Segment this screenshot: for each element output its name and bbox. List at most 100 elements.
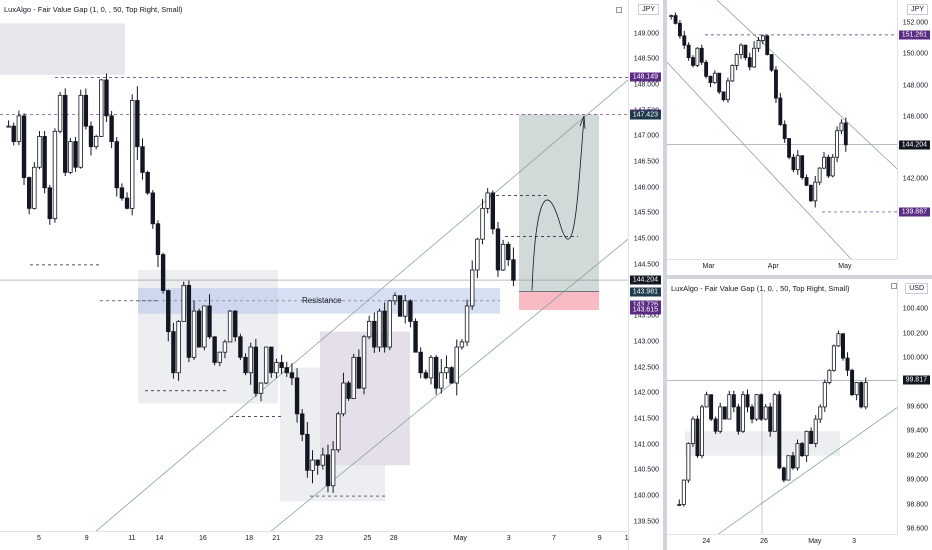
time-tick-label: 28 bbox=[389, 535, 398, 542]
candle-body bbox=[495, 228, 501, 271]
candle-body bbox=[786, 455, 791, 481]
candle-body bbox=[822, 156, 826, 169]
bottom-right-currency-label[interactable]: USD bbox=[905, 283, 928, 294]
main-time-axis[interactable]: 5 9 11 14 16 18 21 23 25 28 May 3 7 9 1 bbox=[0, 531, 629, 550]
price-tick-label: 142.000 bbox=[902, 175, 928, 183]
candle-body bbox=[57, 94, 63, 132]
candle-body bbox=[790, 455, 795, 469]
candle-body bbox=[68, 141, 73, 173]
candle-body bbox=[686, 44, 691, 59]
bottom-right-time-axis[interactable]: 24 26 May 3 bbox=[667, 534, 898, 550]
candle-body bbox=[459, 341, 465, 348]
candle-body bbox=[217, 351, 222, 363]
price-tag: 99.817 bbox=[902, 375, 930, 385]
top-right-plot-area[interactable] bbox=[667, 0, 898, 260]
candle-body bbox=[673, 15, 678, 24]
main-price-axis[interactable]: JPY 149.000148.500148.000147.500147.0001… bbox=[628, 0, 663, 550]
main-indicator-toggle[interactable] bbox=[616, 7, 622, 13]
candle-body bbox=[300, 413, 305, 435]
candle-body bbox=[854, 382, 859, 396]
price-tick-label: 148.000 bbox=[633, 81, 659, 89]
candle-body bbox=[754, 394, 759, 420]
time-tick-label: 24 bbox=[702, 538, 711, 545]
price-tick-label: 149.000 bbox=[633, 30, 659, 38]
candle-body bbox=[336, 413, 341, 451]
candle-body bbox=[37, 136, 42, 168]
candle-body bbox=[740, 394, 745, 432]
price-tick-label: 139.500 bbox=[633, 518, 659, 526]
candle-body bbox=[772, 394, 777, 432]
candle-body bbox=[32, 166, 37, 209]
price-tick-label: 145.000 bbox=[633, 235, 659, 243]
price-tick-label: 142.500 bbox=[633, 364, 659, 372]
candle-body bbox=[305, 433, 310, 471]
candle-body bbox=[227, 310, 233, 343]
bottom-right-chart-panel[interactable]: LuxAlgo - Fair Value Gap (1, 0, , 50, To… bbox=[667, 279, 932, 550]
main-chart-panel[interactable]: LuxAlgo - Fair Value Gap (1, 0, , 50, To… bbox=[0, 0, 663, 550]
candle-body bbox=[377, 310, 382, 348]
candle-body bbox=[843, 122, 848, 146]
price-tick-label: 144.500 bbox=[633, 261, 659, 269]
top-right-time-axis[interactable]: Mar Apr May bbox=[667, 259, 898, 275]
price-tick-label: 140.500 bbox=[633, 466, 659, 474]
candle-body bbox=[63, 94, 68, 173]
price-tag: 143.615 bbox=[629, 305, 661, 315]
candle-body bbox=[145, 171, 150, 194]
candle-body bbox=[320, 454, 326, 466]
price-tick-label: 146.500 bbox=[633, 158, 659, 166]
main-currency-label[interactable]: JPY bbox=[638, 4, 659, 15]
candle-body bbox=[750, 406, 755, 420]
candle-body bbox=[818, 406, 823, 420]
top-right-price-axis[interactable]: JPY 152.000150.000148.000146.000144.0001… bbox=[897, 0, 932, 275]
candle-body bbox=[863, 382, 868, 408]
time-tick-label: 21 bbox=[272, 535, 281, 542]
time-tick-label: 7 bbox=[551, 535, 556, 542]
candle-body bbox=[791, 156, 796, 171]
time-tick-label: 9 bbox=[84, 535, 89, 542]
time-tick-label: 14 bbox=[155, 535, 164, 542]
candle-body bbox=[717, 72, 722, 93]
candle-body bbox=[325, 454, 331, 487]
candle-body bbox=[511, 259, 516, 281]
price-tick-label: 98.800 bbox=[906, 501, 928, 508]
price-tag: 151.261 bbox=[898, 30, 930, 40]
candle-body bbox=[490, 192, 496, 230]
main-plot-area[interactable] bbox=[0, 0, 628, 532]
candle-body bbox=[366, 320, 372, 338]
bottom-right-price-axis[interactable]: USD 100.400100.200100.00099.80099.60099.… bbox=[897, 279, 932, 550]
time-tick-label: 3 bbox=[506, 535, 511, 542]
candle-body bbox=[248, 346, 253, 374]
top-right-currency-label[interactable]: JPY bbox=[907, 4, 928, 15]
candle-body bbox=[181, 285, 186, 322]
time-tick-label: 5 bbox=[36, 535, 41, 542]
price-tick-label: 100.400 bbox=[902, 305, 928, 313]
candle-body bbox=[269, 346, 274, 374]
candle-body bbox=[800, 443, 805, 457]
candle-body bbox=[109, 115, 114, 142]
candle-body bbox=[721, 91, 726, 101]
panel-divider-horizontal[interactable] bbox=[667, 275, 932, 279]
candle-body bbox=[760, 35, 765, 41]
candle-body bbox=[16, 115, 22, 142]
bottom-right-plot-area[interactable] bbox=[667, 279, 898, 535]
candle-body bbox=[171, 331, 176, 374]
price-tick-label: 147.000 bbox=[633, 132, 659, 140]
stop-loss-zone bbox=[519, 291, 599, 311]
price-tag: 143.981 bbox=[629, 287, 661, 297]
time-tick-label: May bbox=[453, 535, 467, 542]
panel-divider-vertical[interactable] bbox=[663, 0, 667, 550]
candle-body bbox=[124, 197, 130, 209]
bottom-right-indicator-title: LuxAlgo - Fair Value Gap (1, 0, , 50, To… bbox=[671, 284, 850, 293]
projection-path bbox=[531, 118, 585, 291]
bottom-right-indicator-toggle[interactable] bbox=[891, 283, 897, 289]
candle-body bbox=[817, 167, 822, 183]
candle-body bbox=[691, 57, 695, 66]
candle-body bbox=[433, 356, 439, 389]
channel-upper-line bbox=[716, 0, 898, 170]
candle-body bbox=[351, 356, 356, 399]
candle-body bbox=[800, 155, 805, 178]
top-right-chart-panel[interactable]: JPY 152.000150.000148.000146.000144.0001… bbox=[667, 0, 932, 275]
price-tick-label: 99.600 bbox=[906, 403, 928, 411]
candle-body bbox=[480, 207, 485, 240]
candle-body bbox=[387, 300, 392, 348]
